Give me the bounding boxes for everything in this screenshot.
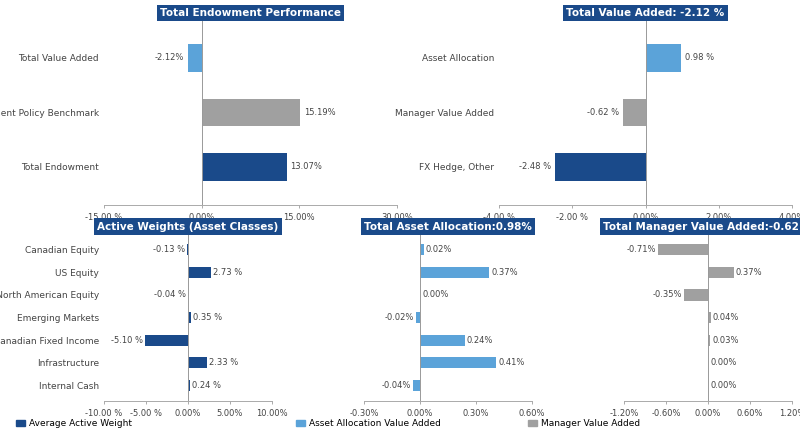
Bar (708, 312, 711, 323)
Text: -0.35%: -0.35% (652, 290, 682, 299)
Text: 13.07%: 13.07% (290, 162, 322, 172)
Text: 0.41%: 0.41% (498, 358, 525, 367)
Text: 0.98 %: 0.98 % (685, 53, 714, 63)
Bar (202, 153, 286, 180)
Text: 0.02%: 0.02% (426, 245, 452, 254)
Bar (420, 335, 465, 346)
Bar (188, 45, 202, 71)
Text: -2.48 %: -2.48 % (519, 162, 551, 172)
Text: 2.73 %: 2.73 % (213, 268, 242, 277)
Title: Total Asset Allocation:0.98%: Total Asset Allocation:0.98% (364, 221, 532, 232)
Bar (188, 380, 190, 391)
Text: 0.00%: 0.00% (710, 381, 737, 390)
Title: Total Value Added: -2.12 %: Total Value Added: -2.12 % (566, 7, 725, 18)
Text: 15.19%: 15.19% (304, 108, 335, 117)
Text: 0.04%: 0.04% (713, 313, 739, 322)
Bar (416, 312, 420, 323)
Bar (623, 99, 646, 126)
Bar (202, 99, 301, 126)
Text: 0.00%: 0.00% (422, 290, 449, 299)
Text: 0.37%: 0.37% (736, 268, 762, 277)
Title: Total Manager Value Added:-0.62 %: Total Manager Value Added:-0.62 % (603, 221, 800, 232)
Bar (646, 45, 682, 71)
Legend: Average Active Weight: Average Active Weight (13, 416, 135, 432)
Bar (187, 244, 188, 255)
Title: Total Endowment Performance: Total Endowment Performance (160, 7, 341, 18)
Text: -0.04 %: -0.04 % (154, 290, 186, 299)
Text: -2.12%: -2.12% (155, 53, 184, 63)
Bar (420, 266, 489, 278)
Bar (420, 357, 497, 369)
Bar (708, 266, 734, 278)
Text: 0.35 %: 0.35 % (193, 313, 222, 322)
Bar (658, 244, 708, 255)
Text: 0.03%: 0.03% (712, 336, 738, 345)
Bar (420, 244, 424, 255)
Text: 0.24%: 0.24% (466, 336, 493, 345)
Bar (188, 266, 211, 278)
Bar (188, 357, 207, 369)
Text: -0.04%: -0.04% (381, 381, 410, 390)
Text: 0.24 %: 0.24 % (192, 381, 221, 390)
Text: -0.71%: -0.71% (627, 245, 657, 254)
Title: Active Weights (Asset Classes): Active Weights (Asset Classes) (98, 221, 278, 232)
Bar (413, 380, 420, 391)
Bar (555, 153, 646, 180)
Text: -0.02%: -0.02% (385, 313, 414, 322)
Legend: Manager Value Added: Manager Value Added (525, 416, 643, 432)
Text: -0.62 %: -0.62 % (587, 108, 619, 117)
Text: 0.00%: 0.00% (710, 358, 737, 367)
Legend: Asset Allocation Value Added: Asset Allocation Value Added (293, 416, 444, 432)
Text: -5.10 %: -5.10 % (111, 336, 143, 345)
Text: -0.13 %: -0.13 % (153, 245, 185, 254)
Bar (684, 289, 708, 300)
Bar (145, 335, 188, 346)
Text: 0.37%: 0.37% (491, 268, 518, 277)
Text: 2.33 %: 2.33 % (210, 358, 238, 367)
Bar (188, 312, 191, 323)
Bar (708, 335, 710, 346)
